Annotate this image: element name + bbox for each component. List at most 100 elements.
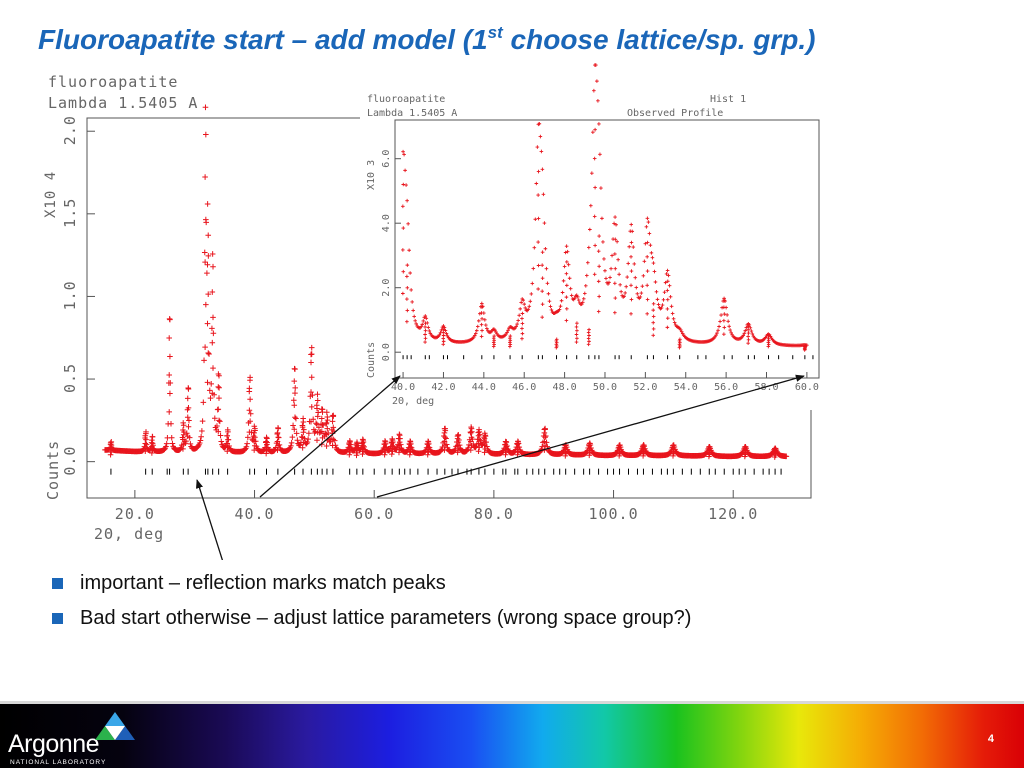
observed-point [185,405,192,411]
observed-point [347,449,353,455]
observed-point [742,443,749,450]
observed-point [274,438,281,445]
observed-point [303,440,310,447]
observed-point [749,329,754,333]
observed-point [597,264,601,269]
observed-point [531,266,536,271]
observed-point [184,430,190,437]
observed-point [597,234,601,238]
observed-point [168,434,175,441]
observed-point [519,300,523,305]
inset-chart-y-axis-label: Counts [366,342,377,378]
observed-point [559,298,564,303]
observed-point [185,386,192,392]
observed-point [209,289,216,295]
observed-point [669,304,674,309]
observed-point [389,448,396,455]
observed-point [536,287,540,291]
observed-point [671,317,676,321]
observed-point [401,182,406,187]
observed-point [625,275,629,279]
observed-point [540,315,544,320]
observed-point [670,311,675,316]
observed-point [549,308,554,312]
observed-point [209,325,215,332]
observed-point [252,434,258,440]
observed-point [565,283,569,288]
observed-point [201,249,208,256]
observed-point [572,296,577,301]
observed-point [308,389,314,395]
observed-point [401,204,405,209]
observed-point [180,427,186,433]
observed-point [401,149,405,154]
observed-point [541,438,548,445]
observed-point [515,444,521,450]
observed-point [482,432,489,439]
observed-point [313,420,319,427]
observed-point [405,297,409,301]
observed-point [247,418,253,425]
inset-chart-header-line2: Lambda 1.5405 A [367,108,457,119]
observed-point [319,422,326,428]
bullet-text: important – reflection marks match peaks [80,572,446,594]
observed-point [746,327,750,332]
observed-point [615,239,619,244]
observed-point [744,325,749,330]
observed-point [617,442,623,448]
observed-point [195,443,202,449]
observed-point [264,447,270,454]
observed-point [722,298,727,303]
observed-point [425,449,432,455]
observed-point [645,240,650,245]
observed-point [624,284,628,289]
observed-point [405,319,409,324]
observed-point [480,301,484,306]
annotation-arrow-to-reflection-marks [196,479,224,560]
observed-point [473,331,478,336]
observed-point [484,323,488,327]
observed-point [407,449,414,455]
observed-point [439,444,446,450]
observed-point [532,245,537,250]
observed-point [292,366,298,372]
observed-point [217,432,224,439]
observed-point [474,328,479,333]
observed-point [515,322,519,326]
observed-point [406,221,410,226]
observed-point [424,451,431,458]
y-tick-label: 1.0 [61,280,79,310]
observed-point [475,324,480,329]
observed-point [252,425,258,432]
observed-point [251,438,257,445]
x-tick-label: 100.0 [588,505,638,523]
observed-point [502,446,509,453]
observed-point [359,445,366,452]
observed-point [522,302,527,306]
observed-point [437,333,442,337]
observed-point [766,334,771,338]
observed-point [665,288,670,293]
observed-point [330,412,337,419]
observed-point [475,448,482,455]
observed-point [741,333,746,338]
argonne-logo: Argonne NATIONAL LABORATORY [8,712,148,767]
observed-point [574,325,579,329]
observed-point [574,340,579,344]
observed-point [298,434,305,440]
observed-point [296,442,303,449]
observed-point [596,279,601,284]
observed-point [536,193,540,197]
observed-point [252,442,258,449]
observed-point [347,444,353,450]
observed-point [587,440,593,447]
observed-point [540,289,544,294]
observed-point [629,269,634,273]
observed-point [514,441,521,448]
observed-point [402,152,406,157]
observed-point [323,443,330,449]
observed-point [404,183,408,187]
observed-point [591,130,595,134]
observed-point [329,442,336,449]
observed-point [566,262,571,267]
